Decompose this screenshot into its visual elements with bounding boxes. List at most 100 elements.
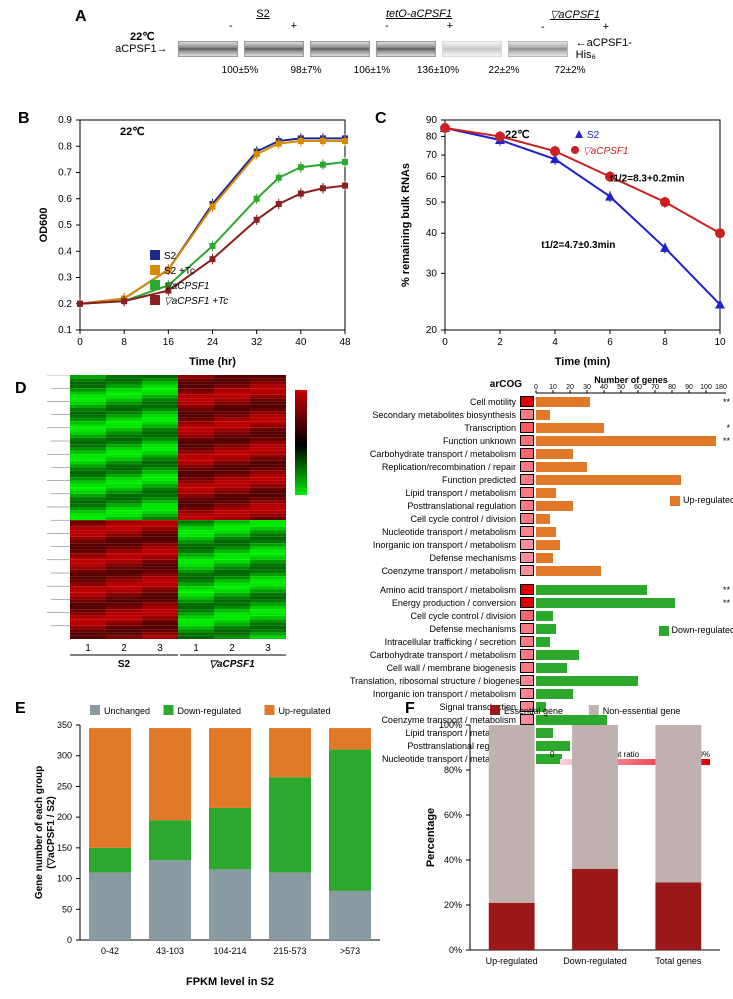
- svg-text:3: 3: [157, 643, 163, 654]
- svg-text:Up-regulated: Up-regulated: [279, 706, 331, 716]
- svg-text:150: 150: [57, 843, 72, 853]
- panel-a-temp: 22℃: [130, 30, 155, 43]
- panel-e-chart: 0501001502002503003500-4243-103104-21421…: [30, 700, 390, 993]
- svg-text:2: 2: [497, 337, 503, 348]
- svg-text:3: 3: [265, 643, 271, 654]
- svg-text:Essential gene: Essential gene: [504, 706, 563, 716]
- svg-text:80%: 80%: [444, 765, 462, 775]
- svg-text:22℃: 22℃: [120, 126, 145, 138]
- svg-text:32: 32: [251, 337, 263, 348]
- svg-text:2: 2: [121, 643, 127, 654]
- svg-text:70: 70: [651, 384, 659, 391]
- panel-a-label: A: [75, 8, 87, 26]
- svg-text:43-103: 43-103: [156, 946, 184, 956]
- arcog-legend: Up-regulated: [670, 495, 733, 506]
- arcog-row: Inorganic ion transport / metabolism: [350, 538, 730, 551]
- svg-text:20: 20: [426, 325, 438, 336]
- svg-text:0%: 0%: [449, 945, 462, 955]
- svg-text:arCOG: arCOG: [490, 379, 522, 390]
- svg-text:1: 1: [85, 643, 91, 654]
- panel-a: S2 -+ tetO-aCPSF1 -+ ▽aCPSF1 -+ 22℃ aCPSF1…: [90, 8, 650, 76]
- arcog-row: Coenzyme transport / metabolism: [350, 564, 730, 577]
- svg-text:4: 4: [552, 337, 558, 348]
- svg-text:▽aCPSF1: ▽aCPSF1: [164, 281, 209, 292]
- svg-text:20%: 20%: [444, 900, 462, 910]
- svg-text:50: 50: [617, 384, 625, 391]
- svg-text:50: 50: [62, 904, 72, 914]
- arcog-row: Transcription*: [350, 421, 730, 434]
- arcog-row: Energy production / conversion**: [350, 596, 730, 609]
- gel-quant-value: 98±7%: [276, 65, 336, 76]
- panel-c-chart: 02468102030405060708090Time (min)% remai…: [395, 110, 730, 370]
- gel-band: [178, 41, 238, 57]
- svg-text:Gene number of each group: Gene number of each group: [34, 766, 45, 899]
- acpsf1-left-label: aCPSF1→: [90, 43, 168, 55]
- arcog-row: Cell cycle control / division: [350, 512, 730, 525]
- svg-text:40: 40: [295, 337, 307, 348]
- svg-text:Up-regulated: Up-regulated: [486, 956, 538, 966]
- svg-text:8: 8: [121, 337, 127, 348]
- svg-text:30: 30: [426, 268, 438, 279]
- svg-text:48: 48: [339, 337, 351, 348]
- svg-text:▽aCPSF1: ▽aCPSF1: [583, 146, 628, 157]
- acpsf1-right-label: ←aCPSF1-His₆: [576, 37, 650, 61]
- gel-group-header: tetO-aCPSF1 -+: [356, 8, 482, 33]
- svg-text:1: 1: [193, 643, 199, 654]
- svg-text:Unchanged: Unchanged: [104, 706, 150, 716]
- gel-quant-value: 100±5%: [210, 65, 270, 76]
- gel-group-header: ▽aCPSF1 -+: [512, 8, 638, 33]
- gel-quant-value: 136±10%: [408, 65, 468, 76]
- gel-group-header: S2 -+: [200, 8, 326, 33]
- svg-text:16: 16: [163, 337, 175, 348]
- gel-band: [508, 41, 568, 57]
- arcog-row: Inorganic ion transport / metabolism: [350, 687, 730, 700]
- arcog-row: Nucleotide transport / metabolism: [350, 525, 730, 538]
- gel-quant-value: 72±2%: [540, 65, 600, 76]
- svg-text:▽aCPSF1 +Tc: ▽aCPSF1 +Tc: [164, 296, 228, 307]
- svg-text:8: 8: [662, 337, 668, 348]
- svg-text:OD600: OD600: [38, 208, 50, 243]
- svg-text:Time (min): Time (min): [555, 356, 611, 368]
- svg-text:0.2: 0.2: [58, 299, 72, 310]
- gel-quant-value: 22±2%: [474, 65, 534, 76]
- svg-text:300: 300: [57, 751, 72, 761]
- svg-text:FPKM level in S2: FPKM level in S2: [186, 976, 274, 988]
- arcog-row: Cell motility**: [350, 395, 730, 408]
- svg-text:180: 180: [715, 384, 727, 391]
- svg-text:90: 90: [426, 115, 438, 126]
- arcog-row: Secondary metabolites biosynthesis: [350, 408, 730, 421]
- svg-text:10: 10: [714, 337, 726, 348]
- gel-band: [244, 41, 304, 57]
- svg-text:200: 200: [57, 812, 72, 822]
- gel-band: [310, 41, 370, 57]
- svg-text:60%: 60%: [444, 810, 462, 820]
- svg-text:0.1: 0.1: [58, 325, 72, 336]
- svg-text:Percentage: Percentage: [425, 808, 437, 867]
- svg-text:40: 40: [426, 228, 438, 239]
- panel-c-label: C: [375, 110, 387, 128]
- svg-text:S2 +Tc: S2 +Tc: [164, 266, 195, 277]
- gel-band: [376, 41, 436, 57]
- arcog-row: Defense mechanisms: [350, 551, 730, 564]
- svg-text:90: 90: [685, 384, 693, 391]
- svg-text:350: 350: [57, 720, 72, 730]
- svg-text:0.8: 0.8: [58, 141, 72, 152]
- svg-text:40: 40: [600, 384, 608, 391]
- svg-text:0: 0: [67, 935, 72, 945]
- svg-text:100: 100: [57, 874, 72, 884]
- svg-text:S2: S2: [164, 251, 177, 262]
- svg-text:0: 0: [442, 337, 448, 348]
- panel-d: 123123S2▽aCPSF1 10-1 arCOGNumber of gene…: [20, 375, 720, 685]
- panel-e-label: E: [15, 700, 26, 718]
- svg-text:10: 10: [549, 384, 557, 391]
- svg-text:0.3: 0.3: [58, 273, 72, 284]
- arcog-row: Replication/recombination / repair: [350, 460, 730, 473]
- svg-text:S2: S2: [587, 130, 600, 141]
- panel-b-label: B: [18, 110, 30, 128]
- svg-text:24: 24: [207, 337, 219, 348]
- svg-text:0-42: 0-42: [101, 946, 119, 956]
- panel-f-label: F: [405, 700, 415, 718]
- arcog-row: Cell wall / membrane biogenesis: [350, 661, 730, 674]
- svg-text:Down-regulated: Down-regulated: [563, 956, 627, 966]
- arcog-row: Amino acid transport / metabolism**: [350, 583, 730, 596]
